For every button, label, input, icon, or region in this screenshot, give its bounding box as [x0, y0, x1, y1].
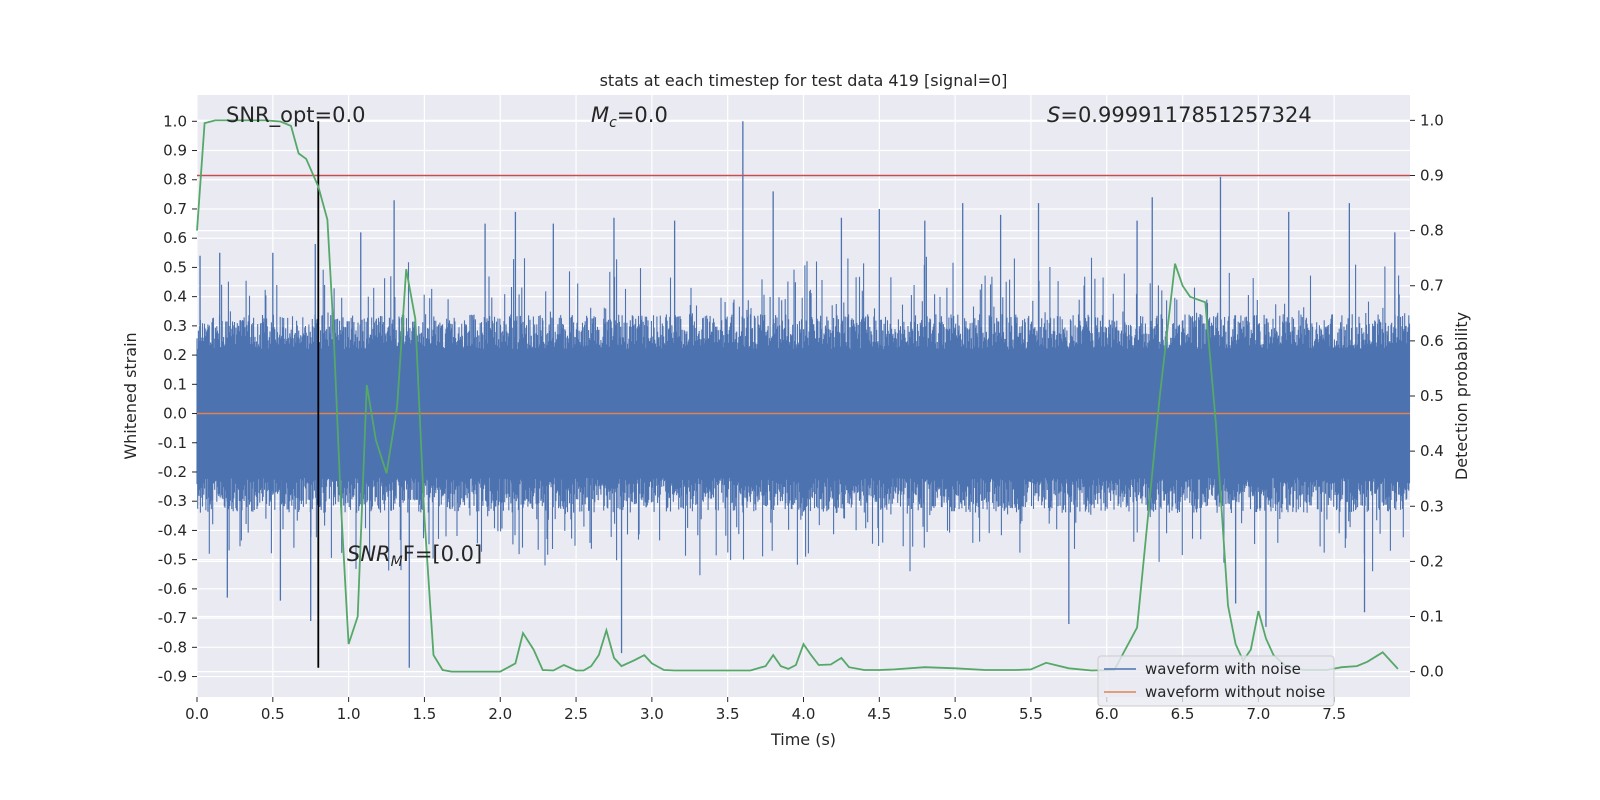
x-tick-label: 3.5 [716, 705, 740, 723]
x-axis-label: Time (s) [770, 730, 836, 749]
annotation-s-score: S=0.9999117851257324 [1047, 103, 1312, 127]
annotation-chirp-mass-subscript: c [609, 115, 617, 131]
y2-tick-label: 0.0 [1420, 663, 1444, 681]
y2-tick-label: 0.9 [1420, 166, 1444, 184]
annotation-snr-opt: SNR_opt=0.0 [226, 103, 366, 128]
y-tick-label: 1.0 [163, 112, 187, 130]
x-tick-label: 7.0 [1246, 705, 1270, 723]
x-tick-label: 1.5 [413, 705, 437, 723]
y-tick-label: 0.4 [163, 288, 187, 306]
x-tick-label: 3.0 [640, 705, 664, 723]
x-tick-label: 1.0 [337, 705, 361, 723]
x-tick-label: 5.5 [1019, 705, 1043, 723]
y2-tick-label: 0.1 [1420, 608, 1444, 626]
y-tick-label: 0.5 [163, 258, 187, 276]
y-tick-label: -0.6 [158, 580, 187, 598]
y-tick-label: -0.2 [158, 463, 187, 481]
detection-probability-line [196, 119, 1399, 673]
x-tick-label: 2.5 [564, 705, 588, 723]
y2-axis-label: Detection probability [1452, 312, 1471, 480]
annotation-snr-mf: SNRMF=[0.0] [347, 542, 482, 570]
y-tick-label: 0.7 [163, 200, 187, 218]
chart-title: stats at each timestep for test data 419… [600, 71, 1008, 90]
y-tick-label: 0.3 [163, 317, 187, 335]
annotation-snr-mf-subscript: M [391, 554, 403, 570]
x-tick-label: 0.0 [185, 705, 209, 723]
y-axis-label: Whitened strain [121, 332, 140, 459]
annotation-snr-mf-symbol: SNR [347, 542, 391, 566]
x-tick-label: 4.0 [792, 705, 816, 723]
y-tick-label: -0.8 [158, 638, 187, 656]
legend-box [1097, 655, 1335, 707]
y-tick-label: 0.2 [163, 346, 187, 364]
y-tick-label: 0.6 [163, 229, 187, 247]
annotation-s-symbol: S [1047, 103, 1060, 127]
annotation-snr-mf-value: F=[0.0] [403, 542, 482, 566]
y2-tick-label: 0.8 [1420, 222, 1444, 240]
y-tick-label: -0.9 [158, 668, 187, 686]
y2-tick-label: 0.6 [1420, 332, 1444, 350]
x-tick-label: 5.0 [943, 705, 967, 723]
y2-tick-label: 0.4 [1420, 442, 1444, 460]
x-tick-label: 4.5 [867, 705, 891, 723]
x-tick-label: 6.0 [1095, 705, 1119, 723]
y2-tick-label: 0.5 [1420, 387, 1444, 405]
annotation-chirp-mass: Mc=0.0 [591, 103, 668, 131]
y2-tick-label: 0.7 [1420, 277, 1444, 295]
legend-label-waveform-without-noise: waveform without noise [1145, 683, 1325, 701]
y-tick-label: -0.5 [158, 551, 187, 569]
x-tick-label: 6.5 [1171, 705, 1195, 723]
y-tick-label: 0.1 [163, 375, 187, 393]
y-tick-label: 0.0 [163, 405, 187, 423]
y2-tick-label: 0.3 [1420, 497, 1444, 515]
y-tick-label: -0.7 [158, 609, 187, 627]
y2-tick-label: 0.2 [1420, 552, 1444, 570]
overlay-lines [196, 119, 1410, 673]
y-tick-label: -0.1 [158, 434, 187, 452]
legend-label-waveform-with-noise: waveform with noise [1145, 660, 1301, 678]
annotation-s-value: =0.9999117851257324 [1060, 103, 1311, 127]
legend: waveform with noise waveform without noi… [1097, 655, 1335, 707]
annotation-chirp-mass-value: =0.0 [617, 103, 668, 127]
x-tick-label: 7.5 [1322, 705, 1346, 723]
y2-tick-label: 1.0 [1420, 111, 1444, 129]
y-tick-label: 0.8 [163, 171, 187, 189]
y-tick-label: -0.4 [158, 521, 187, 539]
y-tick-label: -0.3 [158, 492, 187, 510]
x-tick-label: 2.0 [488, 705, 512, 723]
annotation-chirp-mass-symbol: M [591, 103, 609, 127]
y-tick-label: 0.9 [163, 142, 187, 160]
x-tick-label: 0.5 [261, 705, 285, 723]
